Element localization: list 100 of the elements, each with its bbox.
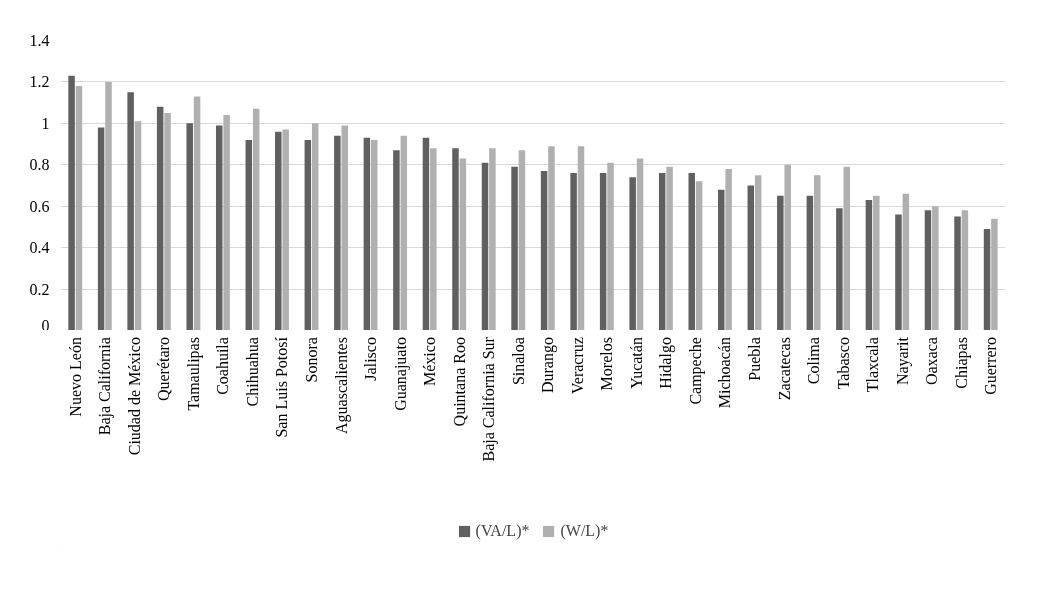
x-tick-label: Durango — [539, 337, 558, 394]
x-tick-label: Coahuila — [214, 337, 232, 395]
x-tick-label: Baja California Sur — [480, 336, 499, 462]
bar — [518, 150, 526, 330]
bar — [806, 195, 814, 330]
x-tick-label: Veracruz — [568, 337, 586, 394]
bar — [430, 148, 437, 330]
legend-label: (VA/L)* — [475, 522, 530, 540]
x-tick-label: Querétaro — [155, 337, 173, 402]
bar — [371, 139, 378, 330]
x-tick-label: Campeche — [686, 337, 705, 405]
bar — [599, 173, 607, 330]
bar — [932, 206, 939, 330]
x-tick-label: Guerrero — [982, 337, 1000, 395]
bar — [481, 162, 489, 330]
bar — [836, 208, 843, 330]
x-tick-label: Tabasco — [834, 337, 852, 390]
y-tick-label: 1.4 — [29, 32, 50, 49]
bar — [363, 137, 371, 330]
x-tick-label: Jalisco — [362, 337, 380, 381]
x-tick-label: Aguascalientes — [332, 337, 351, 434]
bar — [813, 175, 821, 330]
x-tick-label: Quintana Roo — [450, 337, 468, 427]
bar — [223, 115, 230, 330]
legend-label: (W/L)* — [560, 522, 609, 540]
bar — [688, 173, 695, 330]
x-tick-label: Chiapas — [952, 337, 971, 389]
x-tick-label: Sonora — [303, 337, 321, 383]
bar — [873, 195, 880, 330]
x-tick-label: Baja California — [96, 337, 115, 436]
x-tick-label: Michoacán — [716, 337, 734, 409]
bar — [75, 86, 83, 330]
y-tick-label: 1 — [41, 114, 50, 132]
bar — [304, 139, 312, 330]
x-tick-label: Guanajuato — [391, 337, 410, 411]
x-tick-label: Hidalgo — [657, 337, 676, 389]
x-tick-label: México — [421, 337, 439, 386]
bar — [954, 216, 961, 330]
bar — [97, 127, 105, 330]
x-tick-label: Oaxaca — [923, 337, 941, 386]
bar — [658, 173, 666, 330]
bar — [252, 108, 260, 330]
bar — [577, 146, 585, 330]
bar — [452, 148, 459, 330]
bar — [245, 139, 253, 330]
y-tick-label: 0 — [41, 316, 50, 334]
bar — [156, 106, 164, 330]
bar — [311, 123, 319, 330]
x-tick-label: Zacatecas — [775, 337, 793, 401]
bar — [695, 181, 703, 330]
x-tick-label: San Luis Potosí — [273, 336, 291, 438]
bar — [924, 210, 932, 330]
bar — [725, 168, 732, 330]
bar — [718, 189, 725, 330]
bar — [334, 135, 341, 330]
x-tick-label: Nuevo León — [66, 337, 84, 417]
bar — [747, 185, 755, 330]
y-tick-label: 0.6 — [29, 197, 50, 215]
bar — [186, 123, 193, 330]
bar — [843, 166, 851, 330]
x-tick-label: Ciudad de México — [125, 337, 143, 456]
y-tick-label: 0.8 — [29, 156, 50, 174]
x-tick-label: Tlaxcala — [864, 337, 882, 393]
bar — [865, 200, 873, 330]
bar — [489, 148, 496, 330]
bar — [105, 81, 112, 330]
bar — [983, 229, 991, 330]
bar — [902, 193, 910, 330]
bar — [636, 158, 644, 330]
bar — [164, 113, 171, 330]
bar — [548, 146, 555, 330]
bar — [540, 171, 548, 330]
bar — [607, 162, 614, 330]
x-tick-label: Sinaloa — [509, 337, 527, 386]
bar — [784, 164, 791, 330]
bar — [282, 129, 289, 330]
bar — [400, 135, 408, 330]
x-tick-label: Morelos — [598, 337, 616, 391]
x-tick-label: Colima — [805, 337, 823, 385]
bar — [991, 218, 998, 330]
bar — [777, 195, 784, 330]
bar — [961, 210, 969, 330]
y-tick-label: 0.4 — [29, 239, 50, 257]
x-tick-label: Puebla — [745, 337, 763, 381]
bar — [459, 158, 467, 330]
bar — [127, 92, 134, 330]
x-tick-label: Nayarit — [893, 336, 912, 386]
x-tick-label: Chihuahua — [243, 337, 261, 407]
bar — [511, 166, 518, 330]
bar — [895, 214, 902, 330]
y-tick-label: 0.2 — [29, 280, 50, 298]
bar — [666, 166, 673, 330]
bar — [215, 125, 223, 330]
x-tick-label: Yucatán — [627, 337, 645, 389]
bar — [754, 175, 762, 330]
bar — [193, 96, 201, 330]
bar — [134, 121, 142, 330]
bar — [393, 150, 400, 330]
y-tick-label: 1.2 — [29, 73, 50, 91]
bar — [629, 177, 636, 330]
